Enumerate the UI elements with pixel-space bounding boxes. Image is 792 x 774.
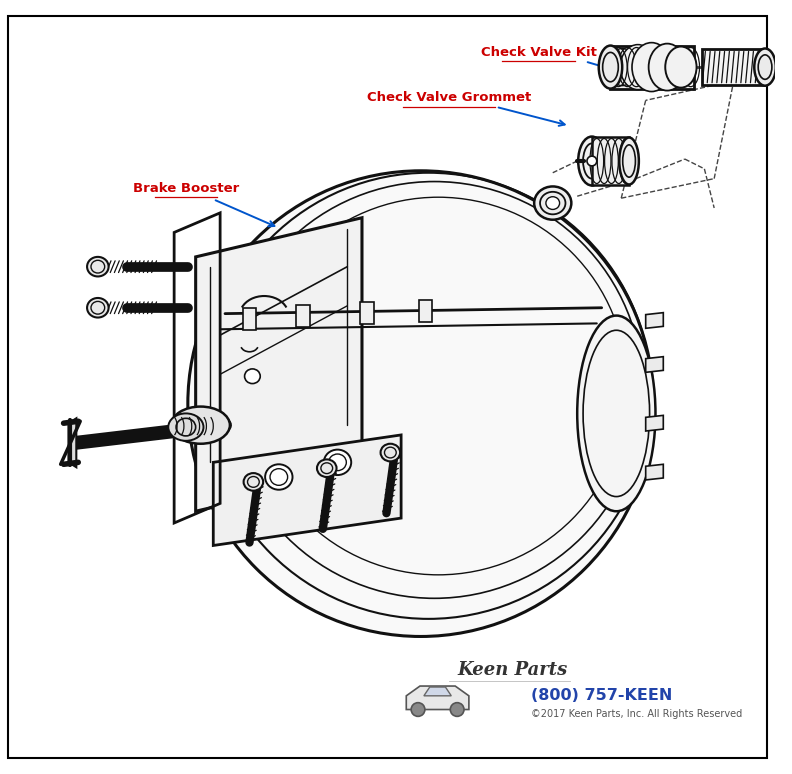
Ellipse shape	[534, 187, 571, 220]
Polygon shape	[242, 308, 257, 330]
Ellipse shape	[451, 703, 464, 717]
Polygon shape	[645, 464, 664, 480]
Ellipse shape	[632, 43, 671, 91]
Polygon shape	[68, 418, 76, 467]
Polygon shape	[419, 300, 432, 323]
Ellipse shape	[619, 138, 639, 184]
Text: (800) 757-KEEN: (800) 757-KEEN	[531, 688, 672, 704]
Ellipse shape	[578, 136, 606, 186]
Ellipse shape	[244, 473, 263, 491]
Polygon shape	[296, 305, 310, 327]
Polygon shape	[645, 416, 664, 431]
Ellipse shape	[87, 257, 109, 276]
Ellipse shape	[665, 46, 696, 87]
Text: Keen Parts: Keen Parts	[457, 662, 567, 680]
Ellipse shape	[411, 703, 425, 717]
Ellipse shape	[317, 460, 337, 477]
Ellipse shape	[87, 298, 109, 317]
Ellipse shape	[381, 444, 400, 461]
Ellipse shape	[324, 450, 351, 475]
Ellipse shape	[599, 46, 623, 88]
Text: Brake Booster: Brake Booster	[133, 182, 239, 195]
Ellipse shape	[577, 316, 656, 512]
Polygon shape	[424, 687, 451, 696]
Polygon shape	[213, 435, 401, 546]
Ellipse shape	[265, 464, 292, 490]
Ellipse shape	[587, 156, 597, 166]
Text: Check Valve Grommet: Check Valve Grommet	[367, 91, 531, 104]
Text: ©2017 Keen Parts, Inc. All Rights Reserved: ©2017 Keen Parts, Inc. All Rights Reserv…	[531, 709, 742, 719]
Polygon shape	[645, 313, 664, 328]
Ellipse shape	[649, 43, 686, 91]
Polygon shape	[360, 302, 374, 324]
Ellipse shape	[245, 369, 261, 384]
Polygon shape	[196, 217, 362, 512]
Polygon shape	[592, 136, 629, 186]
Ellipse shape	[608, 49, 636, 86]
Polygon shape	[406, 686, 469, 710]
Ellipse shape	[168, 413, 204, 441]
Ellipse shape	[754, 49, 776, 86]
Ellipse shape	[171, 406, 230, 444]
Polygon shape	[645, 357, 664, 372]
Ellipse shape	[188, 171, 653, 636]
Polygon shape	[611, 46, 694, 88]
Polygon shape	[703, 50, 765, 84]
Ellipse shape	[546, 197, 560, 210]
Ellipse shape	[620, 45, 656, 90]
Text: Check Valve Kit: Check Valve Kit	[481, 46, 596, 59]
